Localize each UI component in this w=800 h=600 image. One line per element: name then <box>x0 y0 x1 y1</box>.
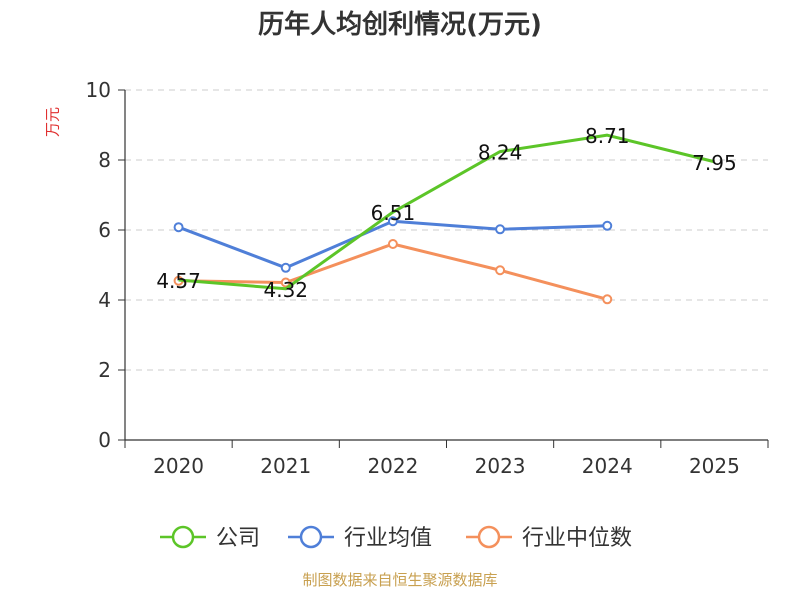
y-tick-label: 0 <box>98 428 111 452</box>
series-point-1 <box>280 262 291 273</box>
y-tick-label: 6 <box>98 218 111 242</box>
x-tick-label: 2025 <box>689 454 740 478</box>
source-note: 制图数据来自恒生聚源数据库 <box>302 571 498 589</box>
series-point-1 <box>173 222 184 233</box>
data-label: 6.51 <box>371 201 416 225</box>
x-tick-label: 2024 <box>582 454 633 478</box>
series-point-2 <box>280 277 291 288</box>
y-tick-label: 8 <box>98 148 111 172</box>
legend-swatch-marker <box>477 525 501 549</box>
legend-swatch-marker <box>171 525 195 549</box>
x-tick-label: 2023 <box>475 454 526 478</box>
y-tick-label: 4 <box>98 288 111 312</box>
legend-label: 行业中位数 <box>522 526 632 551</box>
data-label: 8.24 <box>478 141 523 165</box>
x-tick-label: 2021 <box>260 454 311 478</box>
data-label: 4.57 <box>156 269 201 293</box>
legend-label: 公司 <box>216 526 260 551</box>
data-label: 7.95 <box>692 151 737 175</box>
series-line-0 <box>178 133 715 291</box>
series-point-2 <box>602 294 613 305</box>
chart-title: 历年人均创利情况(万元) <box>258 10 542 40</box>
data-label: 8.71 <box>585 124 630 148</box>
series-point-2 <box>495 265 506 276</box>
legend-swatch-marker <box>299 525 323 549</box>
series-point-1 <box>495 224 506 235</box>
series-point-1 <box>602 220 613 231</box>
y-tick-label: 10 <box>86 78 111 102</box>
y-tick-label: 2 <box>98 358 111 382</box>
legend-label: 行业均值 <box>344 526 432 551</box>
series-point-2 <box>387 239 398 249</box>
series-point-1 <box>387 216 398 227</box>
x-tick-label: 2022 <box>367 454 418 478</box>
x-tick-label: 2020 <box>153 454 204 478</box>
data-label: 4.32 <box>263 278 308 302</box>
